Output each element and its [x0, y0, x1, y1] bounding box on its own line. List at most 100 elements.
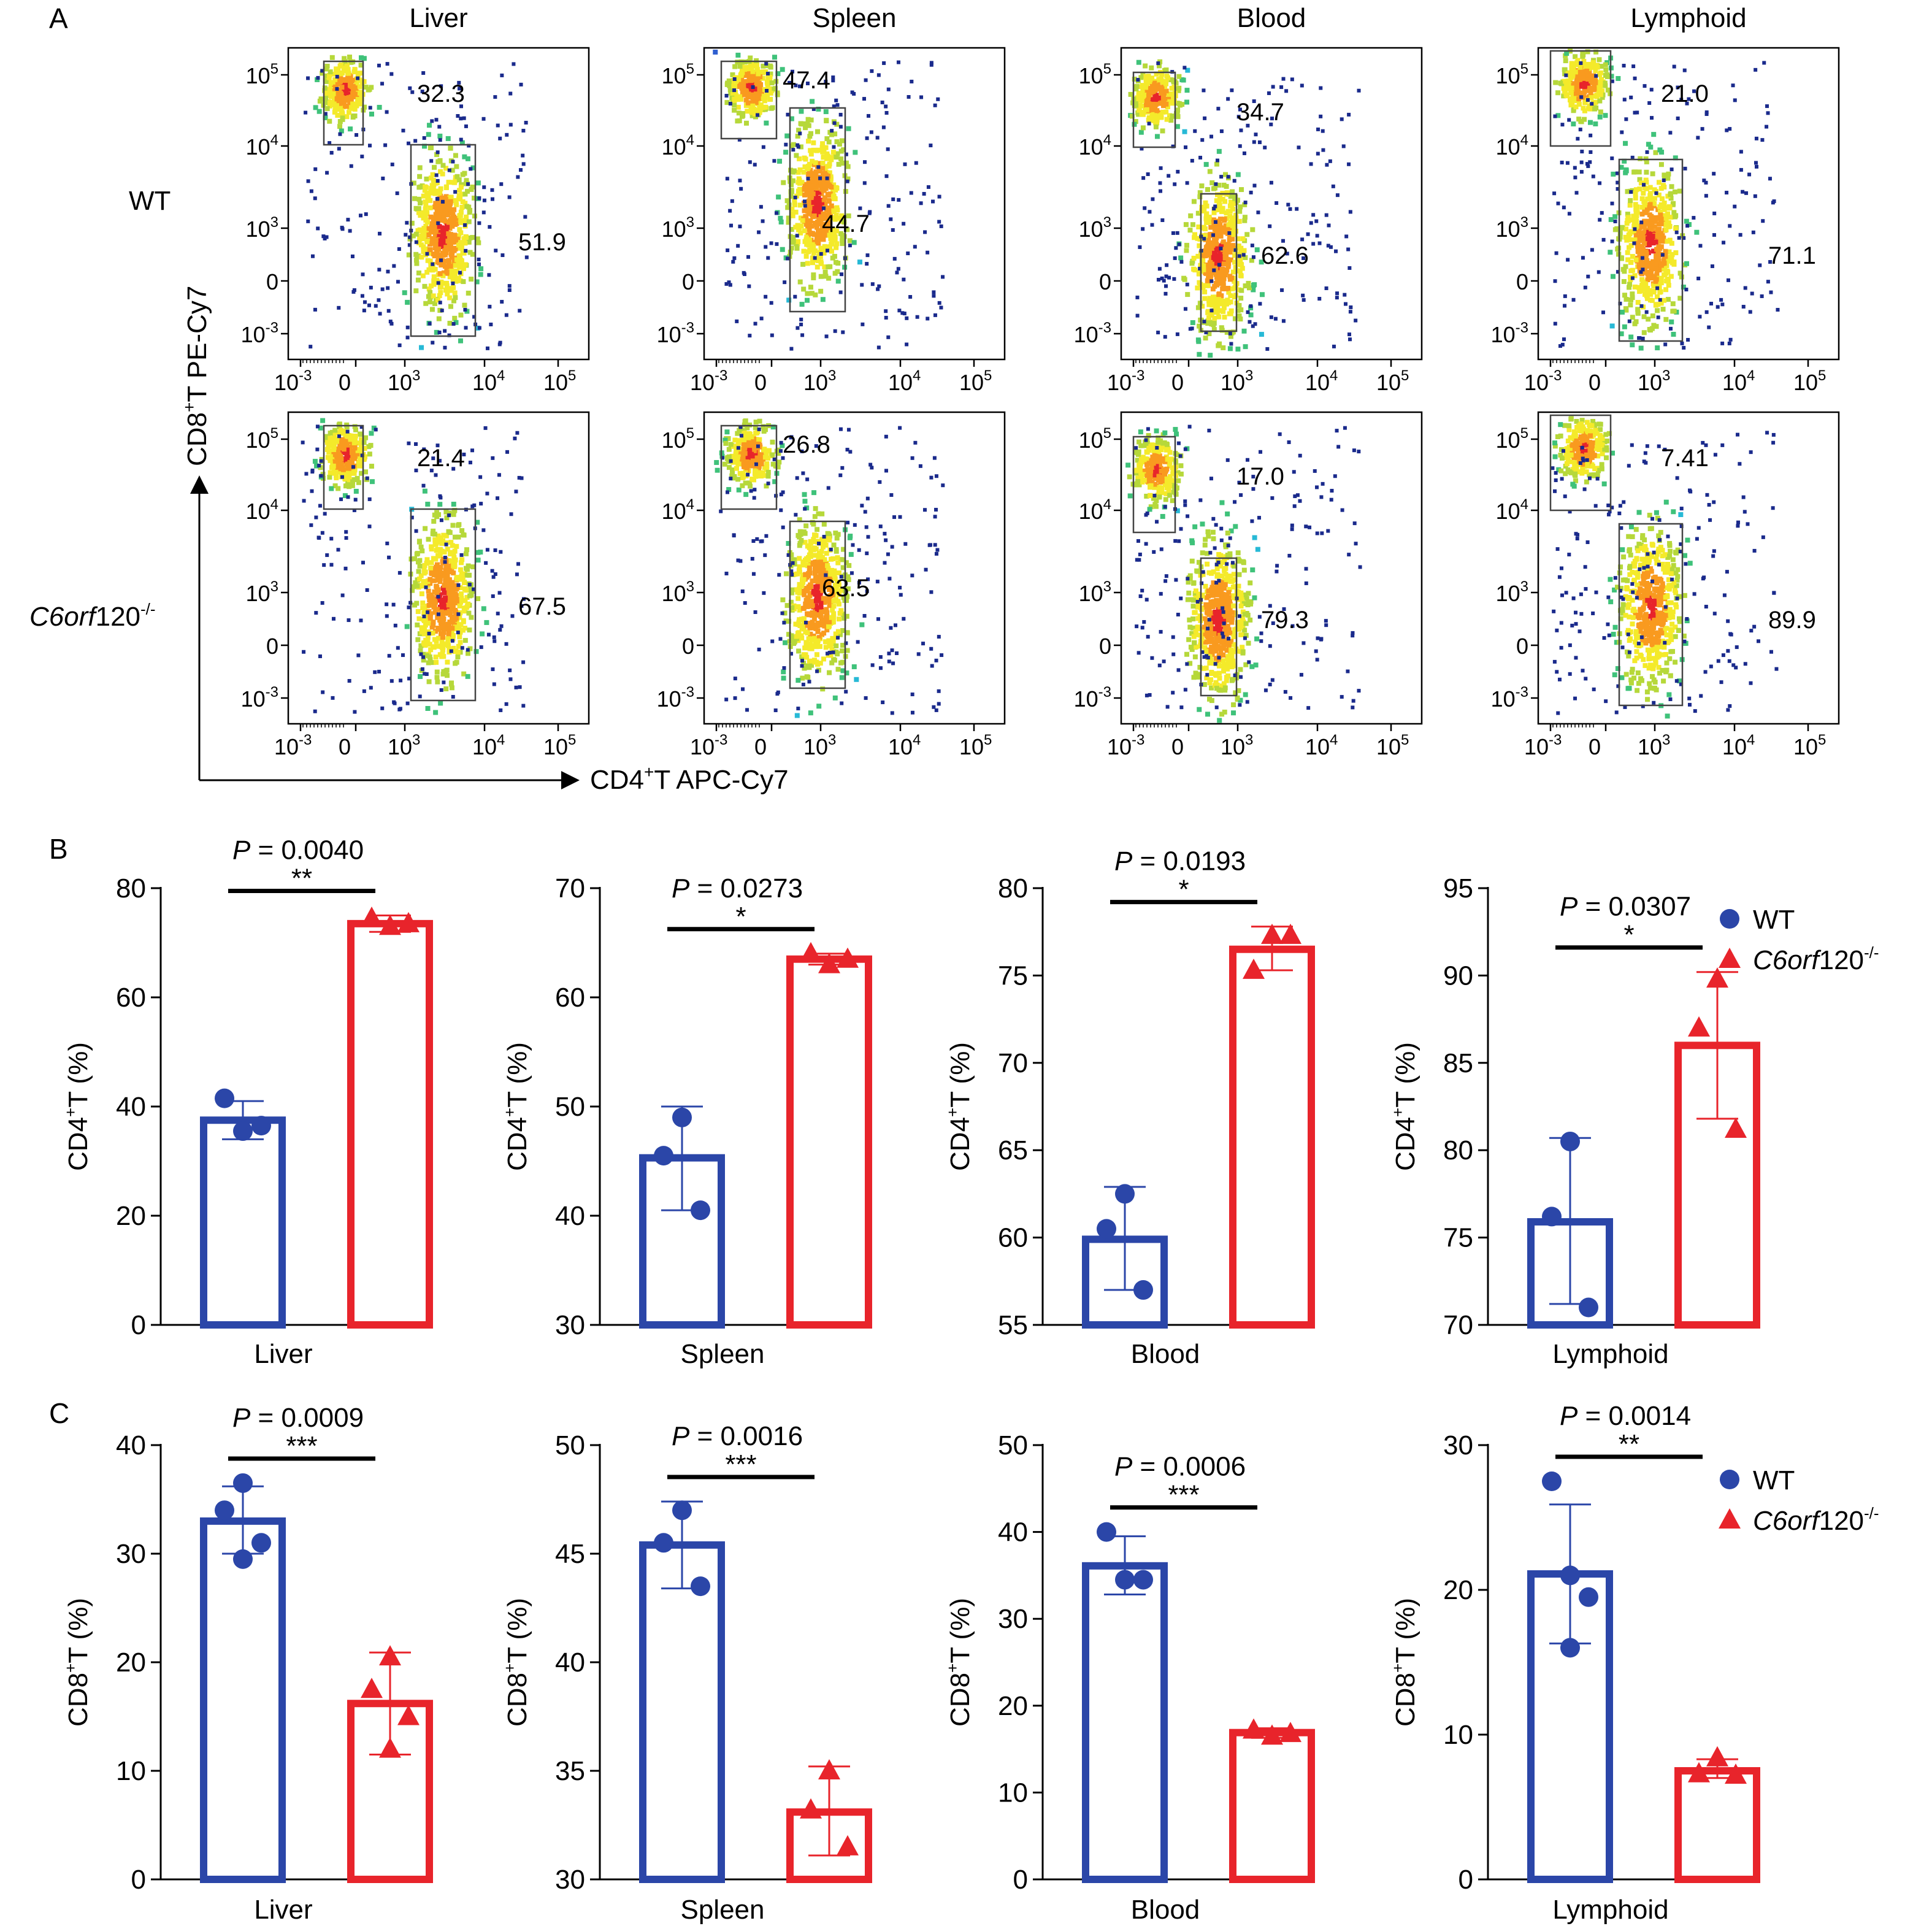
- x-axis-label: Liver: [254, 1339, 312, 1369]
- significance-stars: **: [1619, 1429, 1639, 1459]
- panel-letter-b: B: [49, 833, 68, 865]
- gate-value-cd4: 44.7: [822, 210, 870, 237]
- y-tick-label: 105: [1496, 61, 1528, 88]
- y-tick-label: 60: [555, 983, 585, 1013]
- y-tick-label: 10-3: [241, 320, 278, 347]
- x-axis-label: Spleen: [680, 1339, 764, 1369]
- x-axis-label: Blood: [1131, 1339, 1200, 1369]
- significance-stars: ***: [1168, 1480, 1199, 1510]
- y-tick-label: 40: [116, 1430, 146, 1460]
- x-tick-label: 104: [1305, 367, 1338, 395]
- gate-value-cd8: 7.41: [1661, 445, 1709, 472]
- data-point-circle: [691, 1200, 710, 1220]
- x-tick-label: 104: [888, 367, 921, 395]
- gate-value-cd4: 71.1: [1768, 242, 1816, 269]
- y-tick-label: 20: [1443, 1575, 1473, 1605]
- significance-stars: *: [1623, 920, 1634, 950]
- y-axis-label: CD4+T (%): [61, 1042, 93, 1171]
- x-tick-label: 10-3: [690, 367, 727, 395]
- x-tick-label: 103: [803, 367, 836, 395]
- y-tick-label: 90: [1443, 961, 1473, 991]
- y-tick-label: 103: [662, 578, 694, 606]
- y-tick-label: 75: [998, 961, 1028, 991]
- gate-value-cd8: 32.3: [417, 80, 465, 107]
- p-value: P = 0.0009: [232, 1403, 364, 1433]
- tissue-header-blood: Blood: [1237, 3, 1306, 33]
- y-tick-label: 10-3: [1074, 684, 1111, 712]
- data-point-triangle: [361, 1678, 383, 1698]
- y-tick-label: 0: [1099, 269, 1111, 294]
- x-tick-label: 104: [888, 732, 921, 759]
- data-point-triangle: [1706, 967, 1728, 988]
- bar-knockout: [1233, 950, 1311, 1325]
- y-tick-label: 10-3: [241, 684, 278, 712]
- data-point-circle: [215, 1089, 234, 1108]
- data-point-triangle: [800, 1798, 822, 1819]
- x-tick-label: 104: [472, 367, 505, 395]
- data-point-circle: [654, 1533, 673, 1552]
- y-tick-label: 105: [662, 425, 694, 453]
- data-point-circle: [251, 1533, 271, 1552]
- bar-chart-b-liver: 020406080CD4+T (%)Liver**P = 0.0040: [61, 835, 429, 1370]
- y-tick-label: 50: [555, 1430, 585, 1460]
- x-tick-label: 104: [472, 732, 505, 759]
- y-tick-label: 0: [1459, 1865, 1473, 1895]
- data-point-circle: [1097, 1522, 1116, 1542]
- y-tick-label: 0: [131, 1865, 146, 1895]
- x-axis-label: Lymphoid: [1552, 1895, 1668, 1925]
- x-tick-label: 103: [1221, 367, 1253, 395]
- data-point-circle: [233, 1549, 253, 1569]
- y-tick-label: 70: [998, 1048, 1028, 1078]
- y-tick-label: 105: [662, 61, 694, 88]
- y-tick-label: 85: [1443, 1048, 1473, 1078]
- x-tick-label: 104: [1305, 732, 1338, 759]
- y-tick-label: 105: [1496, 425, 1528, 453]
- x-tick-label: 103: [388, 367, 420, 395]
- x-tick-label: 0: [1171, 370, 1184, 395]
- y-tick-label: 103: [1079, 578, 1111, 606]
- bar-chart-c-liver: 010203040CD8+T (%)Liver***P = 0.0009: [61, 1403, 429, 1925]
- y-tick-label: 0: [266, 634, 278, 659]
- x-tick-label: 103: [1638, 367, 1670, 395]
- bar-chart-b-blood: 556065707580CD4+T (%)Blood*P = 0.0193: [943, 846, 1311, 1369]
- data-point-circle: [672, 1108, 692, 1127]
- y-axis-label: CD4+T (%): [1389, 1042, 1420, 1171]
- y-axis-label: CD8+T (%): [61, 1598, 93, 1727]
- significance-stars: ***: [286, 1431, 317, 1461]
- gate-value-cd4: 62.6: [1261, 242, 1309, 269]
- bar-chart-b-spleen: 30 40 50 60 70 CD4+T (%) Spleen *P = 0.0273: [500, 873, 868, 1369]
- y-tick-label: 30: [1443, 1430, 1473, 1460]
- bar-knockout: [1233, 1733, 1311, 1879]
- bar-chart-c-blood: 0 10 20 30 40 50 CD8+T (%) Blood ***P = 0.0006: [943, 1430, 1311, 1925]
- data-point-circle: [215, 1500, 234, 1520]
- flow-plot-spleen-wt: 47.4 44.7 10-3 10-3 0 0 103 103 104 104 105 105: [657, 48, 1005, 395]
- x-axis-label: Liver: [254, 1895, 312, 1925]
- gate-value-cd8: 26.8: [783, 431, 830, 458]
- x-axis-label: Blood: [1131, 1895, 1200, 1925]
- x-tick-label: 105: [1376, 367, 1409, 395]
- significance-stars: *: [735, 902, 746, 932]
- y-tick-label: 35: [555, 1756, 585, 1786]
- y-tick-label: 55: [998, 1310, 1028, 1340]
- flow-plot-blood-wt: 34.762.610-310-300103103104104105105: [1074, 48, 1422, 395]
- flow-plot-liver-knockout: 21.4 67.5 10-3 10-3 0 0 103 103 104 104 105 105: [241, 412, 589, 759]
- y-tick-label: 40: [555, 1201, 585, 1231]
- y-tick-label: 0: [682, 634, 694, 659]
- y-tick-label: 104: [1079, 132, 1111, 159]
- bar-chart-c-spleen: 30 35 40 45 50 CD8+T (%) Spleen ***P = 0.0016: [500, 1421, 868, 1925]
- x-tick-label: 10-3: [274, 367, 312, 395]
- y-tick-label: 70: [555, 873, 585, 904]
- y-tick-label: 30: [998, 1604, 1028, 1634]
- flow-plot-spleen-knockout: 26.863.510-310-300103103104104105105: [657, 412, 1005, 759]
- y-tick-label: 70: [1443, 1310, 1473, 1340]
- p-value: P = 0.0014: [1560, 1401, 1691, 1431]
- data-point-circle: [1579, 1298, 1598, 1318]
- data-point-circle: [1097, 1219, 1116, 1238]
- gate-value-cd8: 34.7: [1236, 99, 1284, 126]
- x-tick-label: 0: [1589, 370, 1601, 395]
- tissue-header-liver: Liver: [409, 3, 467, 33]
- legend: WT C6orf120-/-: [1719, 905, 1879, 975]
- y-axis-label: CD8+T (%): [943, 1598, 975, 1727]
- bar-chart-b-lymphoid: 707580859095CD4+T (%)Lymphoid*P = 0.0307: [1389, 873, 1757, 1369]
- gate-value-cd4: 89.9: [1768, 607, 1816, 634]
